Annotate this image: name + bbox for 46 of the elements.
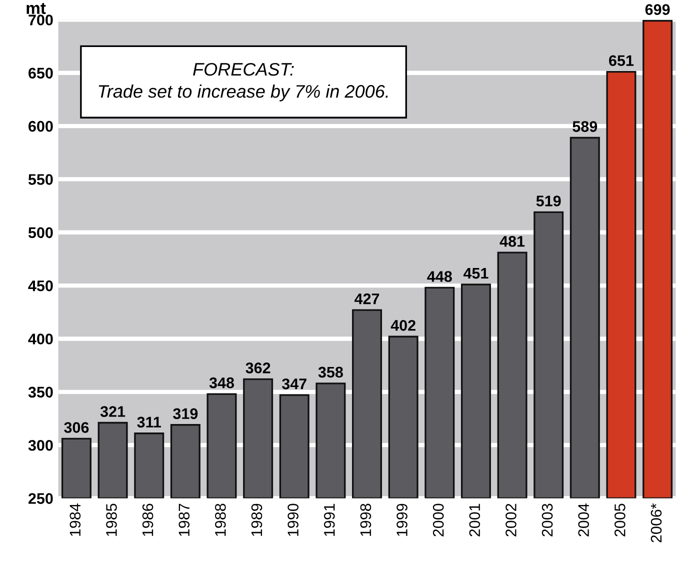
y-tick-label: 600 — [28, 120, 53, 132]
x-tick-label: 1985 — [106, 504, 117, 536]
data-label: 699 — [645, 4, 670, 15]
data-label: 481 — [500, 236, 525, 247]
x-tick-label: 2003 — [542, 504, 553, 536]
x-tick-label: 1990 — [288, 504, 298, 536]
y-tick-label: 300 — [28, 440, 53, 451]
data-label: 306 — [64, 422, 89, 433]
data-label: 319 — [173, 408, 198, 420]
x-tick-label: 1984 — [70, 504, 81, 536]
data-label: 347 — [282, 378, 306, 390]
x-tick-label: 1991 — [324, 504, 335, 536]
data-label: 651 — [609, 55, 634, 66]
data-label: 519 — [536, 196, 561, 206]
x-tick-label: 2002 — [506, 504, 516, 536]
y-tick-label: 350 — [28, 386, 53, 398]
data-label: 427 — [354, 293, 380, 304]
x-tick-label: 1987 — [178, 504, 190, 536]
y-axis-title: mt — [26, 2, 46, 14]
data-label: 451 — [463, 268, 488, 279]
y-tick-label: 650 — [28, 68, 53, 79]
x-tick-label: 1988 — [215, 504, 226, 536]
annotation: FORECAST: Trade set to increase by 7% in 2006. — [98, 62, 388, 102]
x-tick-label: 2000 — [432, 504, 444, 536]
data-label: 402 — [390, 320, 416, 331]
y-tick-label: 250 — [28, 493, 53, 504]
y-tick-label: 700 — [28, 14, 53, 26]
x-tick-label: 1999 — [396, 504, 408, 536]
x-tick-label: 1989 — [251, 504, 262, 536]
data-label: 589 — [572, 121, 598, 132]
y-tick-label: 450 — [28, 280, 53, 292]
data-label: 321 — [100, 406, 126, 417]
data-label: 311 — [137, 416, 162, 428]
x-tick-label: 1986 — [142, 504, 154, 536]
data-label: 448 — [427, 271, 452, 282]
data-label: 358 — [318, 366, 343, 378]
y-tick-label: 400 — [28, 334, 53, 344]
x-tick-label: 2004 — [578, 504, 590, 536]
data-label: 348 — [209, 377, 234, 388]
x-tick-label: 2006* — [650, 503, 662, 542]
y-tick-label: 500 — [28, 227, 53, 238]
data-label: 362 — [246, 362, 270, 374]
x-tick-label: 1998 — [360, 504, 372, 536]
x-tick-label: 2005 — [614, 504, 626, 536]
x-tick-label: 2001 — [469, 504, 480, 536]
y-tick-label: 550 — [28, 174, 53, 185]
